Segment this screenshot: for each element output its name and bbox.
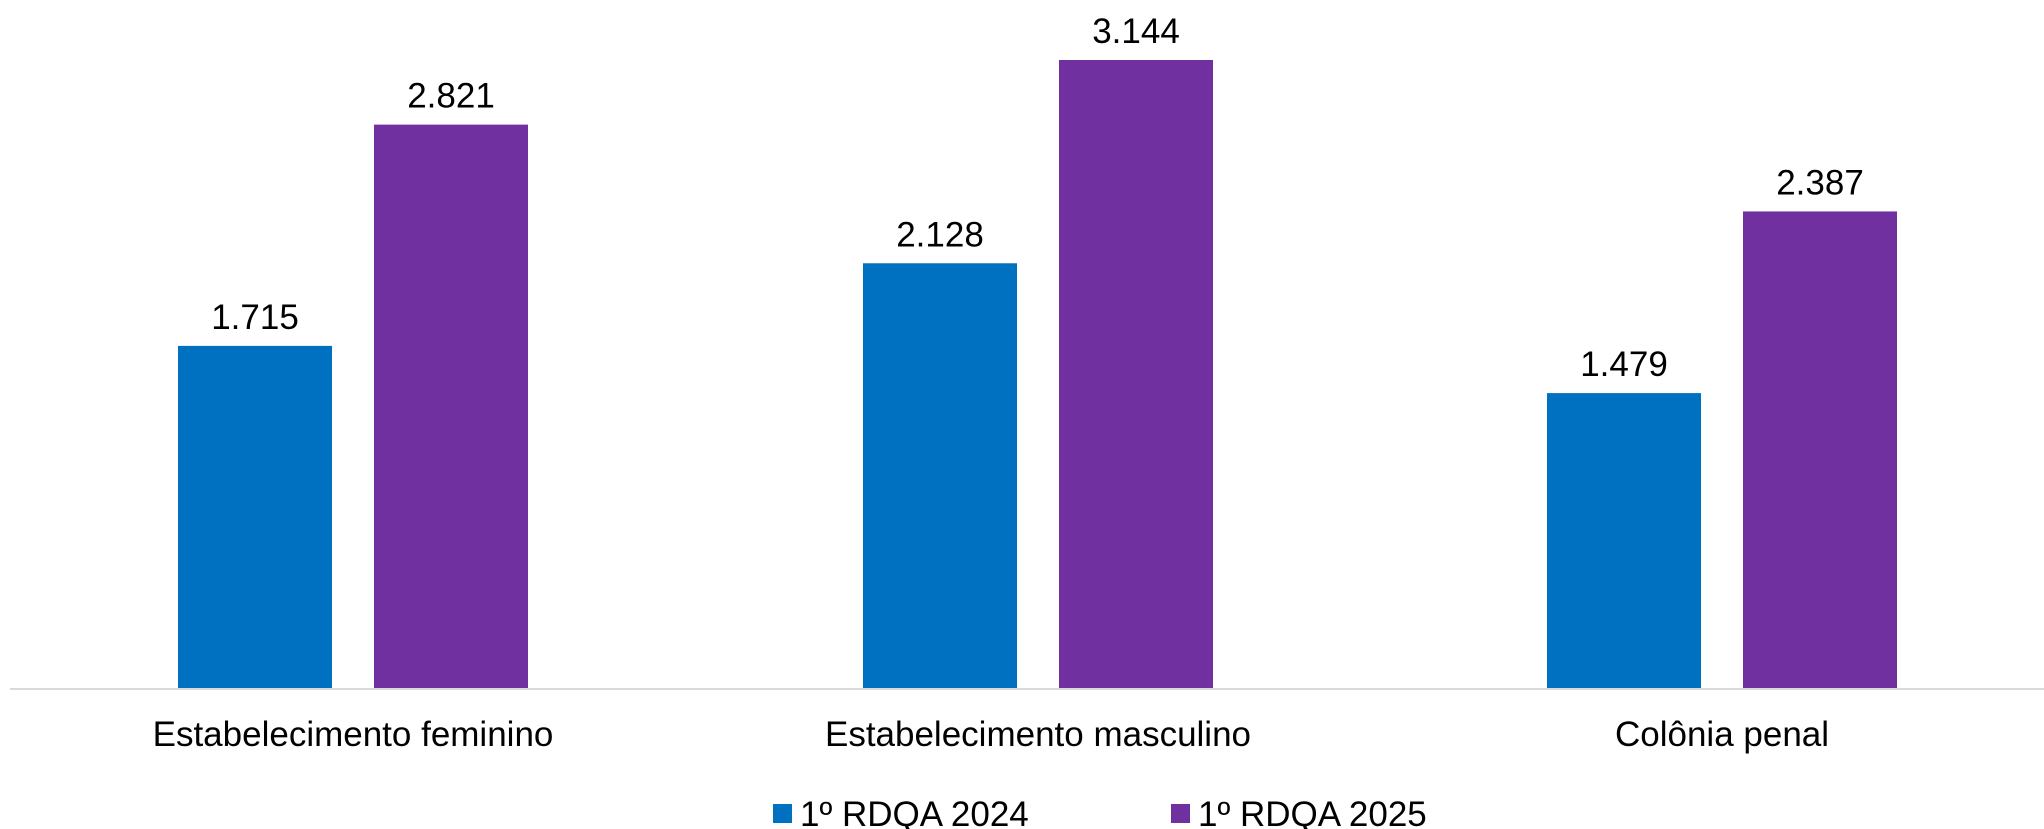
legend-label-2: 1º RDQA 2025 (1198, 795, 1427, 829)
x-tick-label: Estabelecimento feminino (153, 715, 554, 754)
data-label-1-1: 1.715 (211, 298, 299, 337)
bar-2-2 (1059, 60, 1213, 689)
data-label-2-3: 2.387 (1776, 163, 1864, 202)
bar-2-3 (1743, 211, 1897, 689)
bar-1-3 (1547, 393, 1701, 689)
bar-1-1 (178, 345, 332, 689)
data-label-1-3: 1.479 (1580, 345, 1668, 384)
bar-1-2 (863, 263, 1017, 689)
x-tick-labels: Estabelecimento feminino Estabelecimento … (153, 715, 1829, 754)
legend-swatch-1 (773, 804, 792, 823)
data-label-2-1: 2.821 (407, 77, 495, 116)
legend-label-1: 1º RDQA 2024 (800, 795, 1029, 829)
data-labels-group: 1.715 2.821 2.128 3.144 1.479 2.387 (211, 12, 1864, 384)
legend-swatch-2 (1171, 804, 1190, 823)
data-label-1-2: 2.128 (896, 215, 984, 254)
data-label-2-2: 3.144 (1092, 12, 1180, 51)
x-tick-label: Colônia penal (1615, 715, 1829, 754)
bar-2-1 (374, 124, 528, 689)
bars-group (178, 60, 1897, 689)
x-tick-label: Estabelecimento masculino (825, 715, 1251, 754)
legend: 1º RDQA 2024 1º RDQA 2025 (773, 795, 1427, 829)
